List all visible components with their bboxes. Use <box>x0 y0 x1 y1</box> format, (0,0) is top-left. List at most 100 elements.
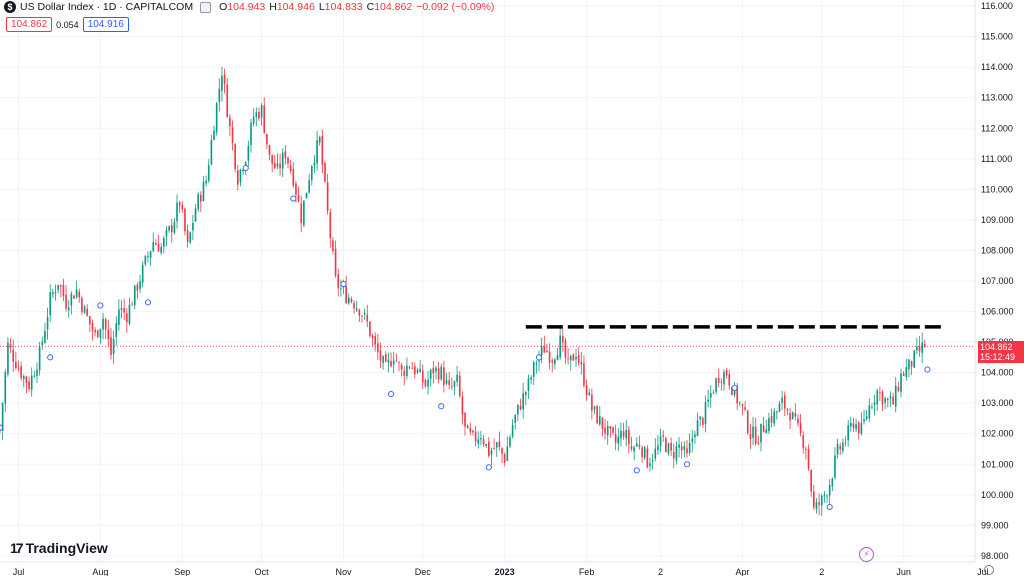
candle-body <box>488 441 490 456</box>
event-marker[interactable] <box>144 299 152 306</box>
candle <box>318 135 321 146</box>
bid-price-button[interactable]: 104.862 <box>6 17 53 32</box>
candle-body <box>96 330 99 337</box>
chart-overlay <box>0 325 975 347</box>
candle-body <box>297 195 300 202</box>
candle <box>123 298 126 321</box>
time-axis[interactable]: JulAugSepOctNovDec2023Feb2Apr2JunJulAugS… <box>0 561 1024 576</box>
candle <box>548 343 551 370</box>
candle <box>300 195 303 233</box>
candle <box>96 329 99 338</box>
candle-body <box>760 423 762 443</box>
tradingview-logo[interactable]: 17 TradingView <box>10 540 108 556</box>
price-tick-label: 107.000 <box>981 276 1014 286</box>
candle-body <box>408 366 411 368</box>
candle <box>604 418 606 440</box>
candle <box>839 442 842 455</box>
event-marker[interactable] <box>47 354 54 361</box>
event-marker[interactable] <box>340 281 347 288</box>
candle <box>416 367 419 374</box>
candle <box>739 401 741 407</box>
event-marker[interactable] <box>731 384 738 391</box>
ask-price-button[interactable]: 104.916 <box>82 17 129 32</box>
event-marker[interactable] <box>388 390 395 398</box>
candle <box>176 194 178 229</box>
candle-body <box>118 309 120 325</box>
candle-body <box>448 380 451 385</box>
candle-body <box>646 448 649 468</box>
ohlc-value: 104.946 <box>276 1 315 13</box>
candle <box>863 409 865 425</box>
candle <box>598 406 601 427</box>
ohlc-label: L <box>318 1 325 13</box>
candle <box>91 319 94 341</box>
candle-body <box>273 162 276 169</box>
event-marker[interactable] <box>826 503 833 511</box>
candle <box>186 224 189 248</box>
candle <box>802 431 805 454</box>
settings-gear-icon[interactable] <box>984 565 994 575</box>
event-marker[interactable] <box>683 461 691 468</box>
candle-body <box>435 367 437 372</box>
candle <box>229 114 231 137</box>
candle-body <box>894 385 897 407</box>
candle-body <box>913 350 916 368</box>
candle <box>99 328 102 345</box>
candle <box>67 299 70 318</box>
candle <box>316 130 318 171</box>
event-marker[interactable] <box>485 464 492 471</box>
candle <box>564 337 567 365</box>
candle <box>902 371 905 376</box>
candle-body <box>332 240 334 252</box>
event-marker[interactable] <box>290 195 297 202</box>
candle <box>472 429 474 436</box>
price-axis[interactable]: 98.000 99.000 100.000 101.000 102.000 103.000… <box>974 0 1014 562</box>
candle <box>358 308 361 323</box>
candle <box>876 388 879 411</box>
candle-body <box>561 336 564 343</box>
candle <box>205 175 207 187</box>
candle <box>414 362 416 379</box>
event-marker[interactable] <box>535 354 543 361</box>
candle <box>33 370 36 378</box>
last-price-label: 104.862 <box>980 342 1013 352</box>
candle-body <box>361 315 363 317</box>
event-marker[interactable] <box>438 403 445 410</box>
candle <box>765 419 768 434</box>
candle <box>495 441 498 457</box>
candle <box>107 319 110 347</box>
ohlc-label: O <box>219 1 228 13</box>
candle <box>540 337 543 364</box>
candle <box>303 200 305 228</box>
candle <box>128 297 131 326</box>
candle-body <box>110 337 112 356</box>
candle-body <box>482 439 485 445</box>
candle-body <box>868 405 871 419</box>
candle-body <box>762 425 765 432</box>
price-tick-label: 98.000 <box>981 551 1009 561</box>
event-marker[interactable] <box>97 302 104 309</box>
eye-icon[interactable] <box>200 1 212 13</box>
candle-body <box>329 212 332 239</box>
candle <box>75 280 78 299</box>
candle-body <box>564 340 567 358</box>
event-marker[interactable] <box>242 164 249 172</box>
candle-body <box>44 330 46 343</box>
candle <box>20 361 22 381</box>
candle <box>86 304 89 317</box>
event-marker[interactable] <box>0 424 4 431</box>
tradingview-logo-text: TradingView <box>25 540 108 556</box>
candle-body <box>337 274 340 288</box>
candle-body <box>65 294 67 309</box>
time-tick-label: Sep <box>174 567 190 576</box>
candle-body <box>271 154 273 164</box>
lightning-icon[interactable]: ⚡ <box>859 547 874 562</box>
event-marker[interactable] <box>924 366 931 373</box>
symbol-title[interactable]: US Dollar Index · 1D · CAPITALCOM <box>20 1 194 13</box>
candle-body <box>139 281 141 290</box>
candle <box>451 377 453 390</box>
event-marker[interactable] <box>633 467 640 474</box>
candle <box>818 493 820 516</box>
last-price-tag: 104.862 15:12:49 <box>978 341 1024 363</box>
